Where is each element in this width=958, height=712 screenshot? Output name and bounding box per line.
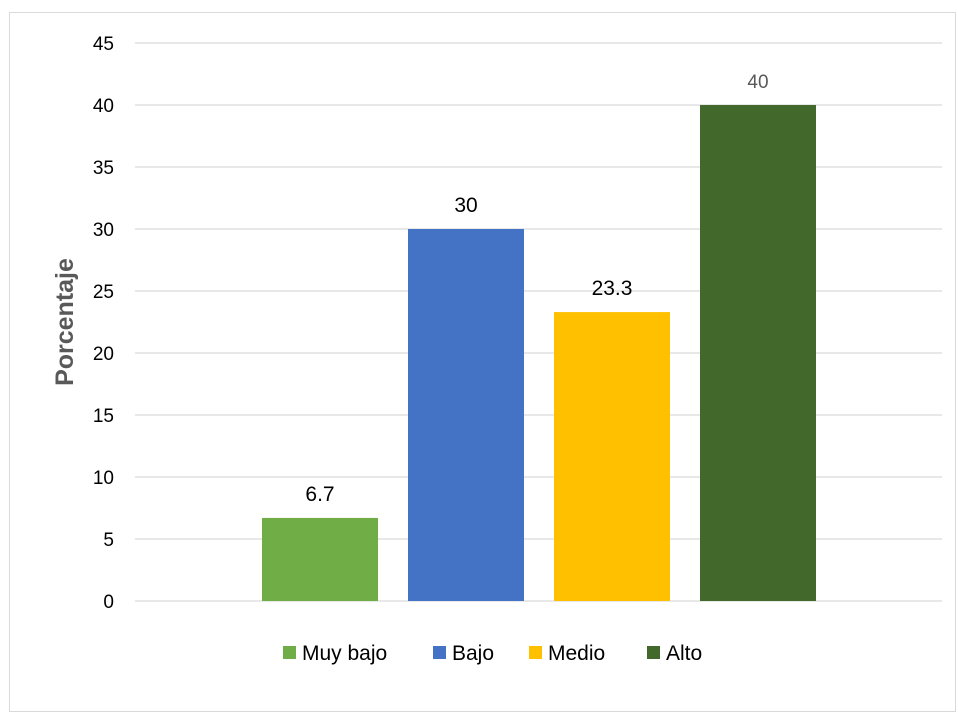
bar-alto <box>700 105 816 601</box>
bar-bajo <box>408 229 524 601</box>
legend-swatch <box>647 646 660 659</box>
y-tick-label: 40 <box>93 96 114 117</box>
y-axis-title: Porcentaje <box>51 258 79 386</box>
y-tick-label: 25 <box>93 282 114 303</box>
bar-medio <box>554 312 670 601</box>
data-label: 40 <box>747 72 768 93</box>
legend-label: Muy bajo <box>302 642 387 665</box>
bar-muy-bajo <box>262 517 378 601</box>
legend-label: Medio <box>548 642 605 665</box>
legend-swatch <box>283 646 296 659</box>
y-tick-label: 20 <box>93 344 114 365</box>
legend-label: Alto <box>666 642 702 665</box>
data-label: 30 <box>454 194 477 217</box>
legend-label: Bajo <box>452 642 494 665</box>
y-tick-label: 30 <box>93 220 114 241</box>
y-tick-label: 45 <box>93 34 114 55</box>
data-label: 6.7 <box>305 483 334 506</box>
y-tick-label: 10 <box>93 468 114 489</box>
legend-swatch <box>529 646 542 659</box>
legend-swatch <box>433 646 446 659</box>
y-tick-label: 15 <box>93 406 114 427</box>
legend: Muy bajo Bajo Medio Alto <box>283 642 702 665</box>
y-tick-label: 35 <box>93 158 114 179</box>
bar-chart: 0 5 10 15 20 25 30 35 40 45 6.7 30 23.3 40 Porcentaj… <box>51 34 942 665</box>
data-label: 23.3 <box>592 277 633 300</box>
y-axis-ticks: 0 5 10 15 20 25 30 35 40 45 <box>93 34 114 613</box>
data-labels: 6.7 30 23.3 40 <box>305 72 768 506</box>
y-tick-label: 5 <box>103 530 114 551</box>
bars <box>262 105 816 601</box>
gridlines <box>135 42 942 602</box>
y-tick-label: 0 <box>103 592 114 613</box>
